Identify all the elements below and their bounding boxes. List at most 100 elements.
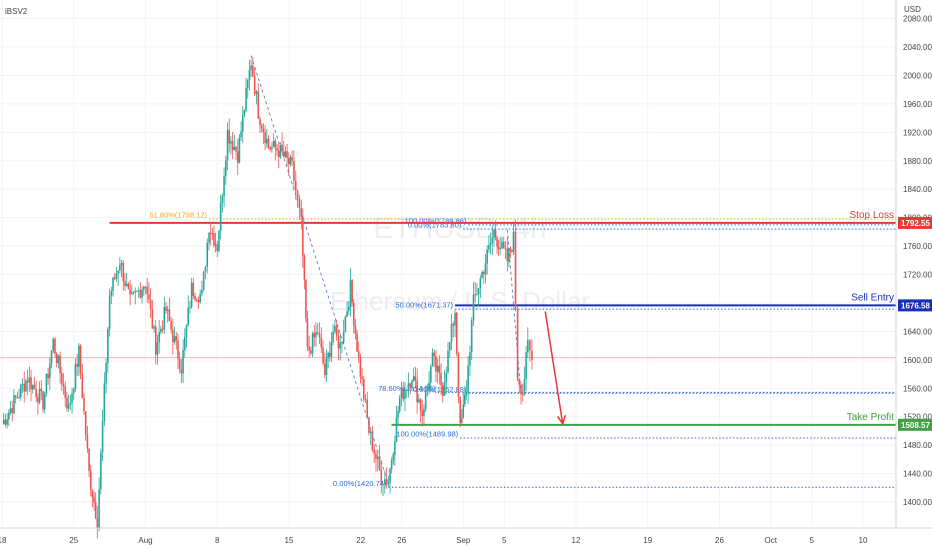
candle-body xyxy=(465,392,468,396)
forecast-arrow[interactable] xyxy=(544,311,567,426)
candle-body xyxy=(448,341,451,351)
candle xyxy=(441,382,444,403)
candle xyxy=(156,334,159,365)
candle xyxy=(426,383,429,397)
candle-body xyxy=(142,286,145,290)
candle xyxy=(351,278,353,307)
candle xyxy=(322,340,324,366)
candle-body xyxy=(78,345,80,368)
candle-body xyxy=(311,333,314,354)
candle-body xyxy=(511,250,513,252)
candle-body xyxy=(71,393,73,403)
candle xyxy=(178,351,181,374)
candle xyxy=(380,460,383,494)
candle xyxy=(496,235,498,255)
candle xyxy=(476,283,478,296)
candle-body xyxy=(255,91,258,94)
candle xyxy=(412,367,415,383)
candle-body xyxy=(472,294,475,321)
time-axis[interactable]: 18 25 Aug 8 15 22 26 Sep 5 12 19 26 Oct 5 10 xyxy=(0,527,932,545)
candle xyxy=(452,321,455,338)
candle-body xyxy=(303,255,306,280)
candle-body xyxy=(221,195,224,203)
candle-body xyxy=(459,396,461,424)
price-tag-text: 1792.55 xyxy=(901,219,930,228)
candle-body xyxy=(125,283,128,286)
candle xyxy=(115,266,118,283)
candle-body xyxy=(423,409,425,416)
candle-body xyxy=(267,138,270,148)
candle xyxy=(418,393,420,404)
candle-body xyxy=(320,337,323,348)
candle xyxy=(240,121,242,141)
candle xyxy=(55,352,58,368)
candle-body xyxy=(49,363,51,378)
candle-body xyxy=(59,355,61,374)
candle-body xyxy=(26,380,29,383)
candle xyxy=(125,273,128,288)
candle-body xyxy=(271,146,273,150)
candle-body xyxy=(190,282,193,307)
candle-body xyxy=(460,418,463,424)
candle-body xyxy=(57,355,60,364)
candle-body xyxy=(262,128,265,133)
candle xyxy=(493,228,495,247)
price-tag-bg xyxy=(898,216,932,229)
candle-body xyxy=(531,350,533,360)
candle xyxy=(363,376,365,403)
candle xyxy=(52,337,55,354)
candle-body xyxy=(433,352,436,357)
candle-body xyxy=(139,290,142,298)
candle xyxy=(6,413,8,429)
candle-body xyxy=(282,151,285,157)
candle-body xyxy=(54,338,56,354)
candle-body xyxy=(382,484,384,486)
candle xyxy=(72,387,75,400)
candle xyxy=(93,491,95,512)
candle-body xyxy=(52,338,55,352)
candle xyxy=(474,282,477,303)
candle xyxy=(105,358,107,394)
price-axis[interactable]: 1400.00 1440.00 1480.00 1520.00 1560.00 1600.… xyxy=(895,0,932,528)
candle xyxy=(132,291,135,296)
candlestick-series xyxy=(2,56,533,539)
fib-label: 0.00%(1552.88) xyxy=(413,385,467,394)
candle xyxy=(30,369,32,402)
candle-body xyxy=(38,388,41,403)
candle-body xyxy=(264,132,266,144)
candle-body xyxy=(424,391,427,410)
candle xyxy=(236,139,239,176)
candle xyxy=(328,341,331,362)
candle xyxy=(502,236,505,249)
candle-body xyxy=(509,248,512,251)
candle xyxy=(144,286,147,295)
candle xyxy=(291,150,293,167)
candle xyxy=(518,378,521,394)
price-tag-text: 1508.57 xyxy=(901,421,930,430)
candle-body xyxy=(414,376,417,381)
candle-body xyxy=(113,277,116,279)
candle xyxy=(527,327,529,359)
trade-levels[interactable]: Stop Loss Sell Entry Take Profit xyxy=(109,210,896,426)
candle-body xyxy=(64,386,67,398)
candle-body xyxy=(476,294,478,296)
candle-body xyxy=(231,141,234,151)
candle xyxy=(318,322,321,344)
candle xyxy=(136,290,138,292)
candle-body xyxy=(16,397,19,399)
candle xyxy=(371,425,374,453)
price-tick-label: 1480.00 xyxy=(903,441,932,450)
candle xyxy=(122,259,125,291)
candle xyxy=(60,367,63,392)
candle xyxy=(190,277,193,309)
candle xyxy=(218,230,220,253)
symbol-watermark: ETHUSD, 4h Ethereum / U.S. Dollar xyxy=(330,212,590,316)
candle-body xyxy=(269,147,272,150)
candle xyxy=(216,241,219,258)
candle-body xyxy=(368,417,370,433)
candle xyxy=(357,341,360,364)
candle-body xyxy=(4,419,7,425)
candle-body xyxy=(482,272,485,275)
candle xyxy=(96,505,99,539)
